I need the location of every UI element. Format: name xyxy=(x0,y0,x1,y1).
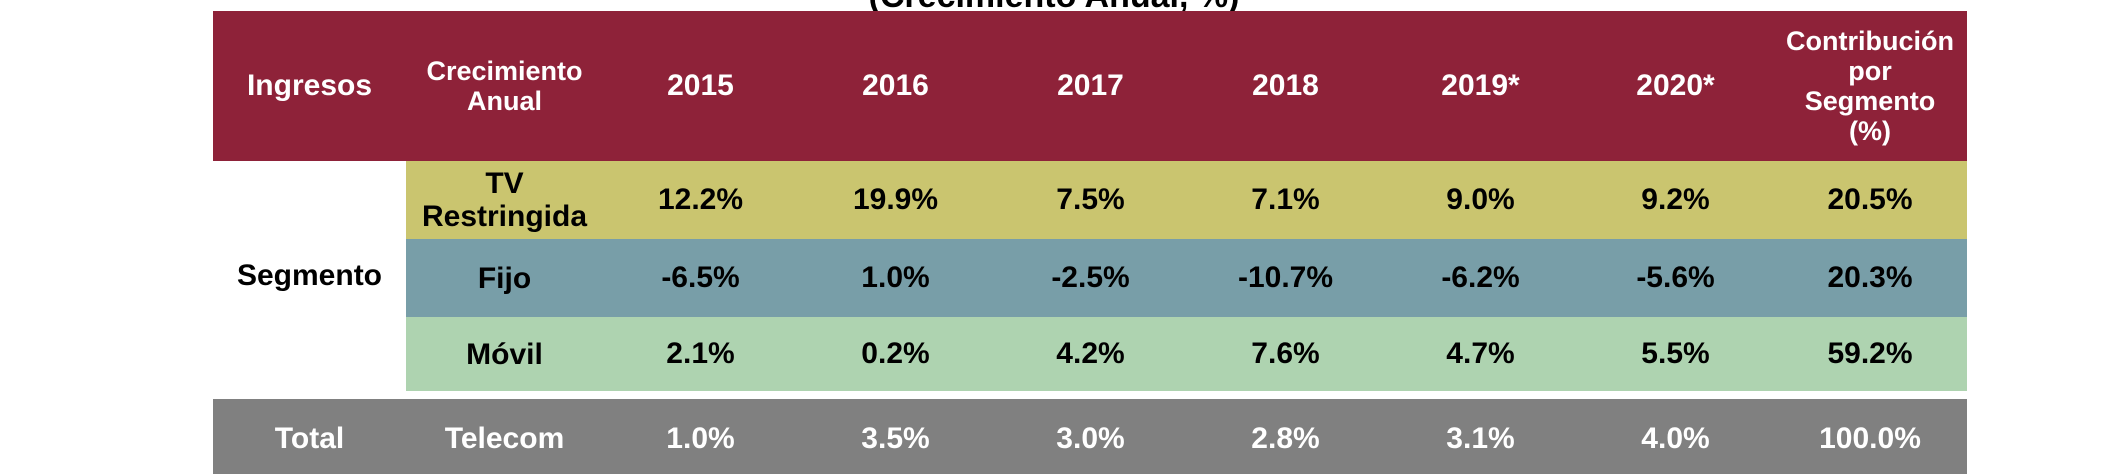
total-value-cell: 4.0% xyxy=(1578,391,1773,474)
segment-name: Fijo xyxy=(406,239,603,317)
total-value-cell: 3.0% xyxy=(993,391,1188,474)
value-cell: -2.5% xyxy=(993,239,1188,317)
total-name: Telecom xyxy=(406,391,603,474)
header-crecimiento: Crecimiento Anual xyxy=(406,11,603,161)
total-value-cell: 1.0% xyxy=(603,391,798,474)
value-cell: 9.2% xyxy=(1578,161,1773,239)
value-cell: -5.6% xyxy=(1578,239,1773,317)
header-year: 2016 xyxy=(798,11,993,161)
total-contribution-cell: 100.0% xyxy=(1773,391,1967,474)
total-row: Total Telecom 1.0% 3.5% 3.0% 2.8% 3.1% 4… xyxy=(213,391,1967,474)
total-value-cell: 3.1% xyxy=(1383,391,1578,474)
total-value-cell: 2.8% xyxy=(1188,391,1383,474)
contribution-cell: 20.5% xyxy=(1773,161,1967,239)
value-cell: 4.2% xyxy=(993,317,1188,395)
contribution-cell: 20.3% xyxy=(1773,239,1967,317)
table-row: Segmento TV Restringida 12.2% 19.9% 7.5%… xyxy=(213,161,1967,395)
value-cell: 4.7% xyxy=(1383,317,1578,395)
value-cell: 0.2% xyxy=(798,317,993,395)
value-cell: 12.2% xyxy=(603,161,798,239)
total-label: Total xyxy=(213,391,406,474)
value-cell: 9.0% xyxy=(1383,161,1578,239)
table-row: Fijo -6.5% 1.0% -2.5% -10.7% -6.2% -5.6%… xyxy=(213,239,1967,317)
value-cell: 19.9% xyxy=(798,161,993,239)
value-cell: -6.5% xyxy=(603,239,798,317)
value-cell: 2.1% xyxy=(603,317,798,395)
header-year: 2018 xyxy=(1188,11,1383,161)
value-cell: 7.5% xyxy=(993,161,1188,239)
value-cell: 5.5% xyxy=(1578,317,1773,395)
header-row: Ingresos Crecimiento Anual 2015 2016 201… xyxy=(213,11,1967,161)
table-row: Móvil 2.1% 0.2% 4.2% 7.6% 4.7% 5.5% 59.2… xyxy=(213,317,1967,395)
segment-label: Segmento xyxy=(213,161,406,395)
value-cell: 7.6% xyxy=(1188,317,1383,395)
value-cell: -6.2% xyxy=(1383,239,1578,317)
header-year: 2019* xyxy=(1383,11,1578,161)
header-year: 2020* xyxy=(1578,11,1773,161)
value-cell: 7.1% xyxy=(1188,161,1383,239)
header-ingresos: Ingresos xyxy=(213,11,406,161)
segment-name: Móvil xyxy=(406,317,603,395)
growth-table: Ingresos Crecimiento Anual 2015 2016 201… xyxy=(213,11,1967,474)
value-cell: 1.0% xyxy=(798,239,993,317)
header-year: 2015 xyxy=(603,11,798,161)
total-value-cell: 3.5% xyxy=(798,391,993,474)
value-cell: -10.7% xyxy=(1188,239,1383,317)
header-year: 2017 xyxy=(993,11,1188,161)
header-contribucion: Contribución por Segmento (%) xyxy=(1773,11,1967,161)
segment-name: TV Restringida xyxy=(406,161,603,239)
contribution-cell: 59.2% xyxy=(1773,317,1967,395)
